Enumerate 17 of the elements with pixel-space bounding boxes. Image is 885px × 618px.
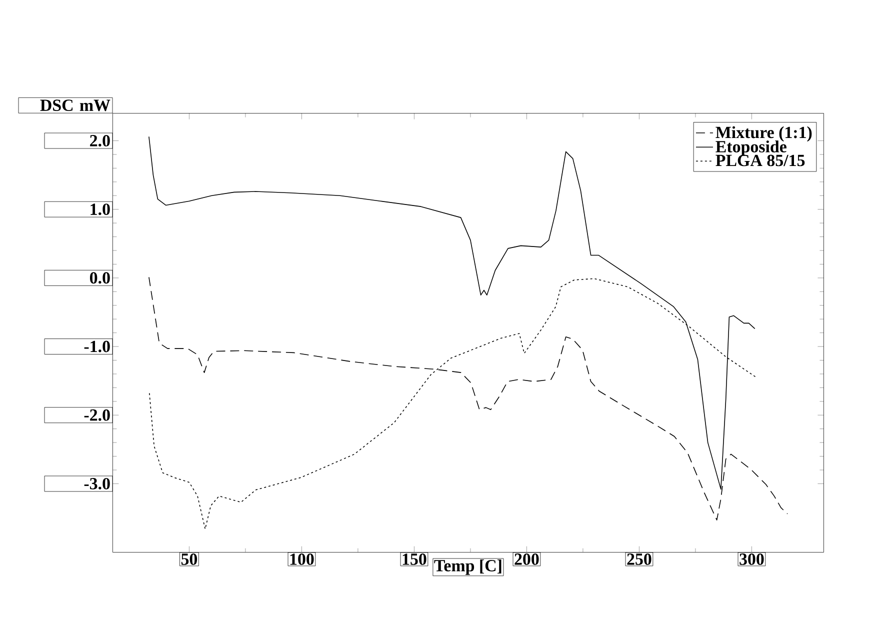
x-tick-label: 100 [290,553,314,565]
legend-label: Mixture (1:1) [716,126,812,142]
legend-label: PLGA 85/15 [716,154,805,166]
y-tick-label: -2.0 [84,409,110,421]
x-tick-label: 300 [740,553,764,565]
x-axis-title: Temp [C] [434,559,502,575]
y-axis-title: DSC mW [40,100,110,112]
y-tick-label: 2.0 [90,134,110,146]
x-tick-label: 50 [181,553,198,565]
y-tick-label: 1.0 [90,204,110,216]
legend-label: Etoposide [716,140,786,156]
y-tick-label: 0.0 [90,272,110,284]
y-tick-label: -3.0 [84,478,110,490]
x-tick-label: 150 [402,553,426,565]
y-tick-label: -1.0 [84,340,110,352]
x-tick-label: 250 [627,553,652,565]
x-tick-label: 200 [514,553,539,565]
